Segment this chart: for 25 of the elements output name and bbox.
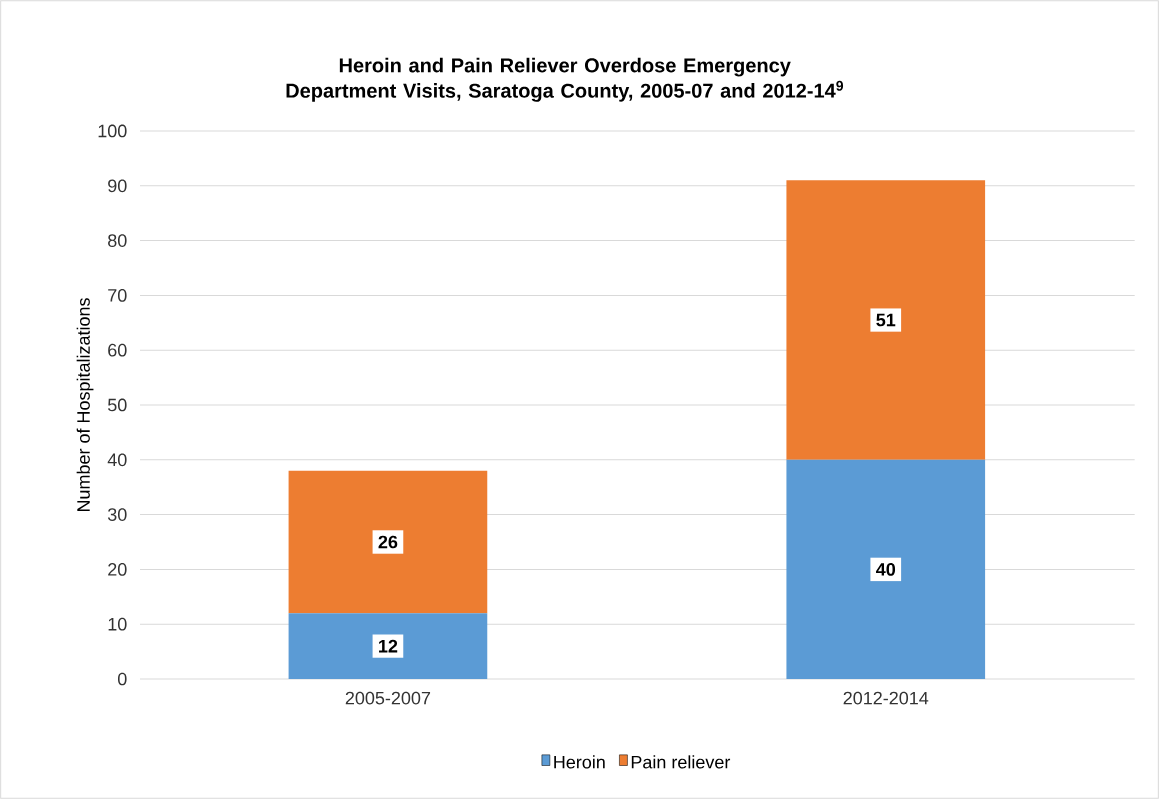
- y-axis-title: Number of Hospitalizations: [76, 298, 94, 512]
- y-tick-label: 90: [108, 179, 127, 193]
- data-label: 51: [876, 313, 896, 327]
- bar: [786, 459, 986, 679]
- y-tick-label: 60: [108, 343, 127, 357]
- x-tick-label: 2012-2014: [843, 691, 929, 705]
- y-tick-label: 20: [108, 563, 127, 576]
- legend-label: Pain reliever: [631, 755, 731, 769]
- y-tick-label: 70: [108, 289, 127, 302]
- data-label: 40: [876, 563, 896, 576]
- y-tick-label: 10: [108, 617, 127, 631]
- bar: [786, 180, 986, 460]
- y-tick-label: 0: [117, 672, 127, 686]
- data-label: 26: [378, 535, 398, 549]
- legend-label: Heroin: [554, 755, 605, 769]
- y-tick-label: 100: [98, 124, 127, 138]
- y-tick-label: 30: [107, 508, 127, 521]
- y-tick-label: 80: [108, 234, 127, 247]
- y-tick-label: 40: [107, 453, 127, 467]
- bar: [288, 613, 488, 679]
- chart-title: Heroin and Pain Reliever Overdose Emergency Department Visits, Saratoga County, 2005-07 and 2012-14$^{9}$: [286, 57, 844, 102]
- data-label: 12: [379, 639, 398, 653]
- x-tick-label: 2005-2007: [345, 691, 431, 705]
- bar: [288, 470, 488, 614]
- y-tick-label: 50: [107, 398, 127, 412]
